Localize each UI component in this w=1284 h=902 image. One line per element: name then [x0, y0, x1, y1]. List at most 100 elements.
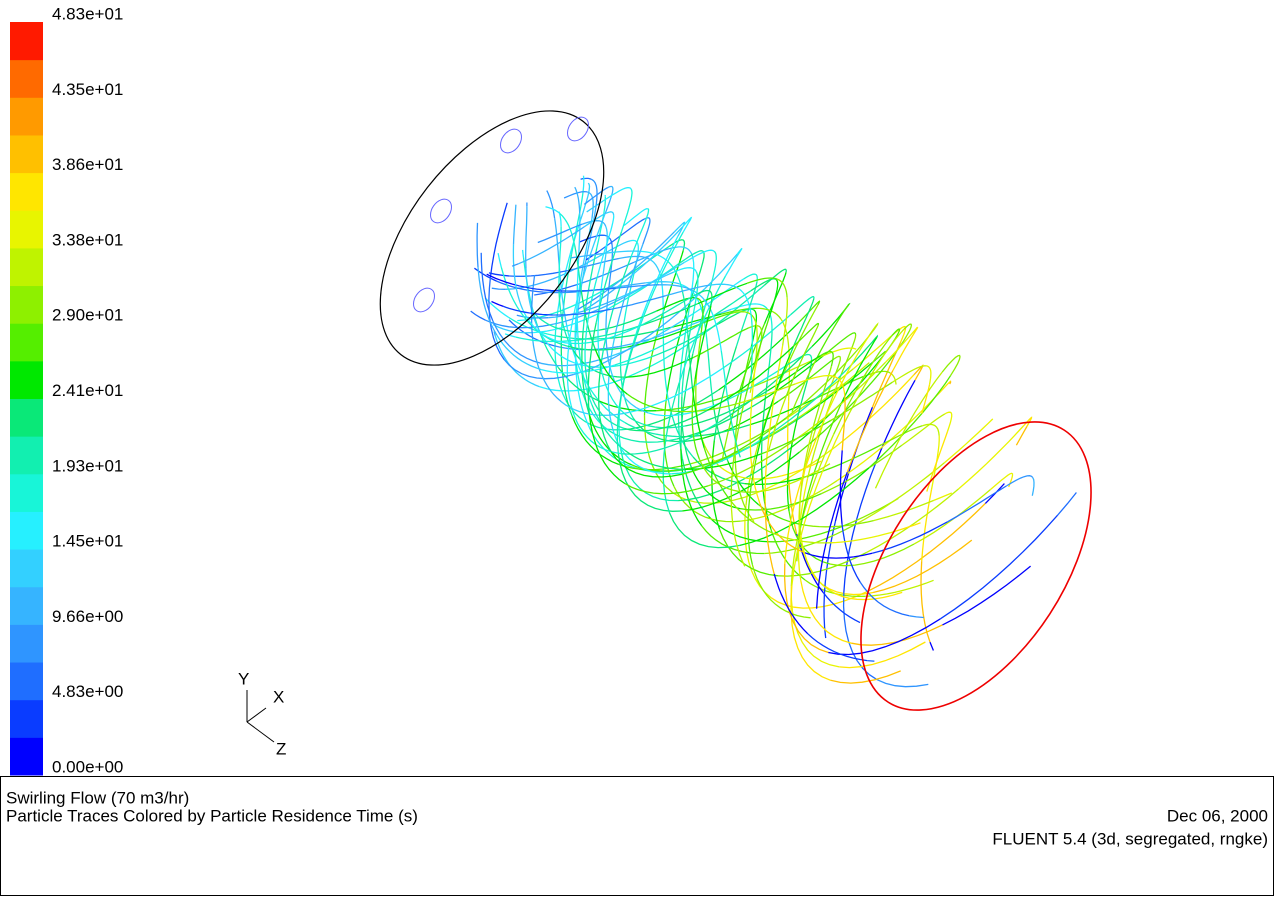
colorbar-label: 3.86e+01	[52, 155, 123, 174]
axis-line	[247, 708, 266, 722]
trace-segment	[581, 178, 591, 179]
colorbar-band	[10, 22, 43, 60]
trace-segment	[514, 205, 516, 245]
trace-segment	[751, 358, 752, 380]
colorbar-band	[10, 361, 43, 399]
trace-segment	[575, 187, 580, 213]
outlet-outline	[814, 382, 1138, 750]
trace-segment	[622, 189, 633, 232]
trace-segment	[930, 642, 933, 650]
page: {"colormap": {"labels": ["4.83e+01", "4.…	[0, 0, 1284, 897]
hole	[563, 113, 593, 145]
trace-segment	[922, 490, 932, 561]
trace-segment	[788, 420, 798, 511]
colorbar-label: 2.41e+01	[52, 381, 123, 400]
trace-segment	[585, 212, 614, 227]
trace-segment	[610, 367, 648, 413]
trace-segment	[503, 306, 553, 315]
trace-segment	[943, 566, 1031, 625]
trace-segment	[944, 419, 992, 463]
trace-segment	[926, 366, 931, 385]
trace-segment	[489, 273, 510, 276]
trace-segment	[591, 179, 597, 206]
trace-segment	[791, 586, 839, 667]
trace-segment	[526, 269, 541, 334]
trace-segment	[932, 436, 940, 490]
trace-segment	[564, 192, 587, 198]
axis-line	[247, 722, 274, 742]
colorbar-band	[10, 399, 43, 437]
particle-traces	[471, 176, 1077, 687]
viewport: 4.83e+014.35e+013.86e+013.38e+012.90e+01…	[0, 0, 1284, 897]
colorbar-label: 2.90e+01	[52, 306, 123, 325]
colorbar-band	[10, 737, 43, 775]
hole	[496, 125, 526, 157]
trace-segment	[726, 248, 743, 276]
footer-subtitle: Particle Traces Colored by Particle Resi…	[6, 806, 418, 825]
colorbar-label: 0.00e+00	[52, 757, 123, 776]
colorbar-band	[10, 549, 43, 587]
trace-segment	[1016, 427, 1027, 446]
trace-segment	[571, 324, 645, 344]
colorbar-band	[10, 700, 43, 738]
trace-segment	[571, 191, 583, 255]
trace-segment	[492, 288, 506, 289]
trace-segment	[942, 356, 960, 376]
axis-label: Z	[276, 739, 286, 758]
trace-segment	[876, 372, 943, 488]
axis-label: Y	[238, 669, 249, 688]
trace-segment	[702, 526, 765, 554]
trace-segment	[849, 498, 898, 523]
trace-segment	[896, 523, 920, 531]
trace-segment	[498, 253, 501, 267]
trace-segment	[940, 515, 1057, 619]
colorbar-band	[10, 474, 43, 512]
trace-segment	[777, 279, 787, 298]
trace-segment	[821, 445, 901, 493]
colorbar-band	[10, 511, 43, 549]
colorbar-band	[10, 60, 43, 98]
trace-segment	[730, 324, 765, 426]
colorbar-band	[10, 587, 43, 625]
footer-date: Dec 06, 2000	[1167, 806, 1268, 825]
trace-segment	[526, 206, 527, 268]
trace-segment	[477, 223, 478, 267]
axis-label: X	[273, 687, 284, 706]
trace-segment	[596, 311, 657, 331]
trace-segment	[471, 311, 486, 320]
trace-segment	[945, 412, 952, 431]
colorbar-band	[10, 248, 43, 286]
trace-segment	[523, 250, 524, 258]
trace-segment	[631, 209, 649, 258]
trace-segment	[1058, 493, 1077, 516]
trace-segment	[867, 489, 959, 553]
colorbar-band	[10, 210, 43, 248]
colorbar-label: 9.66e+00	[52, 607, 123, 626]
trace-segment	[791, 297, 814, 315]
trace-segment	[712, 251, 716, 280]
trace-segment	[603, 188, 631, 201]
hole	[426, 195, 456, 227]
trace-segment	[914, 490, 990, 544]
colorbar-band	[10, 173, 43, 211]
axes-triad	[247, 690, 274, 742]
hole	[409, 284, 439, 316]
colorbar-band	[10, 97, 43, 135]
trace-segment	[909, 616, 924, 618]
trace-segment	[807, 521, 874, 527]
trace-segment	[682, 218, 691, 232]
trace-segment	[643, 218, 650, 244]
trace-segment	[842, 524, 860, 582]
trace-segment	[583, 176, 584, 191]
trace-segment	[922, 424, 939, 436]
trace-segment	[830, 544, 914, 566]
trace-segment	[547, 191, 555, 219]
trace-segment	[817, 304, 849, 358]
trace-segment	[513, 245, 522, 310]
colorbar-label: 1.45e+01	[52, 532, 123, 551]
colorbar-band	[10, 286, 43, 324]
trace-segment	[834, 356, 841, 379]
colorbar-band	[10, 323, 43, 361]
colorbar-band	[10, 662, 43, 700]
colorbar-label: 3.38e+01	[52, 230, 123, 249]
